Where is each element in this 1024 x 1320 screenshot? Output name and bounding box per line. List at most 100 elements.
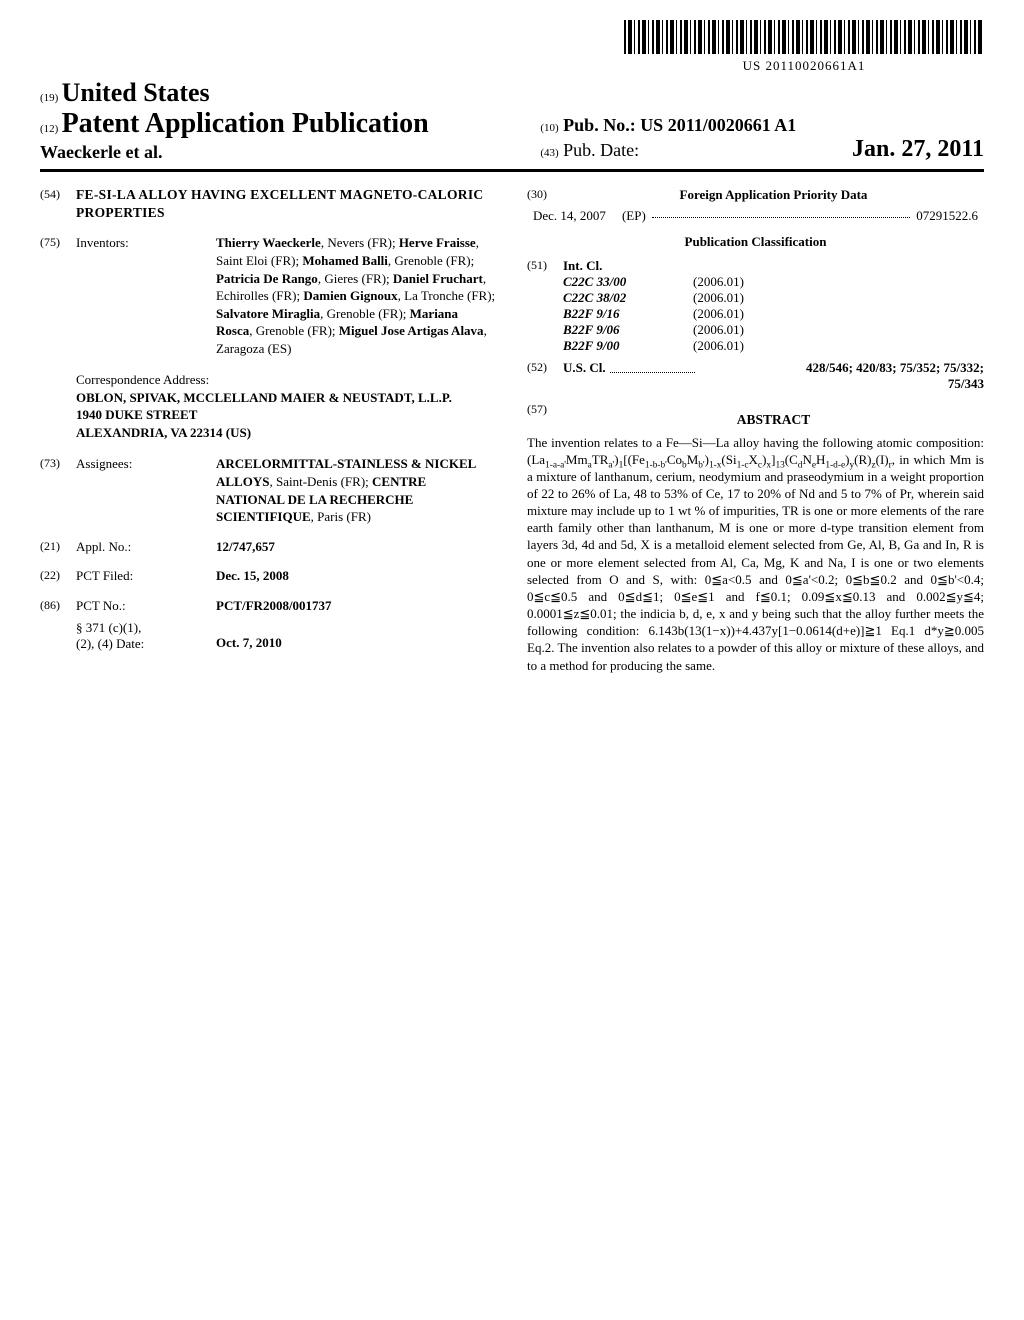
intcl-label: Int. Cl. (563, 258, 602, 274)
inventor-name: Daniel Fruchart (393, 271, 483, 286)
country: United States (62, 78, 210, 107)
foreign-priority-field: (30) Foreign Application Priority Data (527, 186, 984, 204)
intcl-row: C22C 33/00(2006.01) (563, 274, 984, 290)
num-86: (86) (40, 597, 76, 615)
main-columns: (54) FE-SI-LA ALLOY HAVING EXCELLENT MAG… (40, 186, 984, 674)
s371-field: § 371 (c)(1), (2), (4) Date: Oct. 7, 201… (76, 620, 497, 652)
inventors-field: (75) Inventors: Thierry Waeckerle, Never… (40, 234, 497, 357)
intcl-field: (51) Int. Cl. C22C 33/00(2006.01)C22C 38… (527, 258, 984, 354)
correspondence-block: Correspondence Address: OBLON, SPIVAK, M… (76, 371, 497, 441)
inventor-name: Miguel Jose Artigas Alava (339, 323, 484, 338)
appl-no: 12/747,657 (216, 538, 497, 556)
intcl-code: B22F 9/00 (563, 338, 693, 354)
intcl-version: (2006.01) (693, 290, 813, 306)
barcode-number: US 20110020661A1 (624, 58, 984, 74)
num-19: (19) (40, 92, 58, 104)
assignee-1-loc: , Saint-Denis (FR); (269, 474, 372, 489)
num-75: (75) (40, 234, 76, 357)
intcl-code: B22F 9/06 (563, 322, 693, 338)
inventor-name: Patricia De Rango (216, 271, 318, 286)
inventor-name: Herve Fraisse (399, 235, 476, 250)
num-51: (51) (527, 258, 563, 274)
pub-class-title: Publication Classification (527, 234, 984, 250)
inventor-loc: , Grenoble (FR); (388, 253, 474, 268)
inventor-loc: , Nevers (FR); (321, 235, 399, 250)
uscl-codes-2: 75/343 (527, 376, 984, 392)
inventors-label: Inventors: (76, 234, 216, 357)
inventor-loc: , Grenoble (FR); (320, 306, 410, 321)
abstract-header: (57) ABSTRACT (527, 402, 984, 434)
right-column: (30) Foreign Application Priority Data D… (527, 186, 984, 674)
pct-filed: Dec. 15, 2008 (216, 567, 497, 585)
intcl-row: B22F 9/00(2006.01) (563, 338, 984, 354)
correspondence-name: OBLON, SPIVAK, MCCLELLAND MAIER & NEUSTA… (76, 390, 452, 405)
intcl-row: C22C 38/02(2006.01) (563, 290, 984, 306)
inventor-name: Thierry Waeckerle (216, 235, 321, 250)
inventor-loc: , Gieres (FR); (318, 271, 393, 286)
num-57: (57) (527, 402, 563, 434)
correspondence-city: ALEXANDRIA, VA 22314 (US) (76, 425, 251, 440)
num-43: (43) (540, 147, 558, 159)
intcl-code: C22C 38/02 (563, 290, 693, 306)
inventors-list: Thierry Waeckerle, Nevers (FR); Herve Fr… (216, 234, 497, 357)
intcl-list: C22C 33/00(2006.01)C22C 38/02(2006.01)B2… (563, 274, 984, 354)
dots-2 (610, 360, 695, 373)
correspondence-street: 1940 DUKE STREET (76, 407, 197, 422)
pubno-label: Pub. No.: (563, 115, 636, 135)
invention-title: FE-SI-LA ALLOY HAVING EXCELLENT MAGNETO-… (76, 186, 497, 222)
assignee-2-loc: , Paris (FR) (311, 509, 371, 524)
num-10: (10) (540, 122, 558, 134)
pubdate: Jan. 27, 2011 (852, 136, 984, 163)
assignees-field: (73) Assignees: ARCELORMITTAL-STAINLESS … (40, 455, 497, 525)
intcl-version: (2006.01) (693, 338, 813, 354)
header-right: (10) Pub. No.: US 2011/0020661 A1 (43) P… (530, 85, 984, 163)
num-12: (12) (40, 123, 58, 135)
left-column: (54) FE-SI-LA ALLOY HAVING EXCELLENT MAG… (40, 186, 497, 674)
foreign-priority-title: Foreign Application Priority Data (563, 186, 984, 204)
abstract-text: The invention relates to a Fe—Si—La allo… (527, 434, 984, 674)
inventor-name: Mohamed Balli (302, 253, 388, 268)
intcl-version: (2006.01) (693, 322, 813, 338)
foreign-priority-row: Dec. 14, 2007 (EP) 07291522.6 (527, 208, 984, 224)
intcl-row: B22F 9/06(2006.01) (563, 322, 984, 338)
foreign-country: (EP) (622, 208, 646, 224)
authors: Waeckerle et al. (40, 142, 162, 163)
num-54: (54) (40, 186, 76, 222)
intcl-row: B22F 9/16(2006.01) (563, 306, 984, 322)
inventor-loc: , La Tronche (FR); (398, 288, 496, 303)
s371-line2: (2), (4) Date: (76, 636, 144, 651)
publication-type: Patent Application Publication (62, 108, 429, 139)
num-22: (22) (40, 567, 76, 585)
pct-no-field: (86) PCT No.: PCT/FR2008/001737 (40, 597, 497, 615)
foreign-date: Dec. 14, 2007 (533, 208, 606, 224)
pct-filed-field: (22) PCT Filed: Dec. 15, 2008 (40, 567, 497, 585)
intcl-version: (2006.01) (693, 306, 813, 322)
s371-label: § 371 (c)(1), (2), (4) Date: (76, 620, 216, 652)
num-30: (30) (527, 186, 563, 204)
pct-no: PCT/FR2008/001737 (216, 597, 497, 615)
document-header: (19) United States (12) Patent Applicati… (40, 78, 984, 172)
num-21: (21) (40, 538, 76, 556)
title-field: (54) FE-SI-LA ALLOY HAVING EXCELLENT MAG… (40, 186, 497, 222)
uscl-label: U.S. Cl. (563, 360, 606, 376)
barcode-region: US 20110020661A1 (40, 20, 984, 74)
inventor-loc: , Grenoble (FR); (249, 323, 339, 338)
assignees-label: Assignees: (76, 455, 216, 525)
dots-1 (652, 208, 910, 218)
inventor-name: Salvatore Miraglia (216, 306, 320, 321)
pct-filed-label: PCT Filed: (76, 567, 216, 585)
appl-no-field: (21) Appl. No.: 12/747,657 (40, 538, 497, 556)
pct-no-label: PCT No.: (76, 597, 216, 615)
num-52: (52) (527, 360, 563, 376)
pubno: US 2011/0020661 A1 (640, 115, 796, 135)
uscl-field: (52) U.S. Cl. 428/546; 420/83; 75/352; 7… (527, 360, 984, 376)
correspondence-label: Correspondence Address: (76, 371, 497, 389)
intcl-code: C22C 33/00 (563, 274, 693, 290)
header-left: (19) United States (12) Patent Applicati… (40, 78, 530, 163)
foreign-app: 07291522.6 (916, 208, 978, 224)
abstract-label: ABSTRACT (563, 412, 984, 428)
intcl-code: B22F 9/16 (563, 306, 693, 322)
pubdate-label: Pub. Date: (563, 140, 639, 160)
s371-date: Oct. 7, 2010 (216, 620, 497, 652)
s371-line1: § 371 (c)(1), (76, 620, 141, 635)
